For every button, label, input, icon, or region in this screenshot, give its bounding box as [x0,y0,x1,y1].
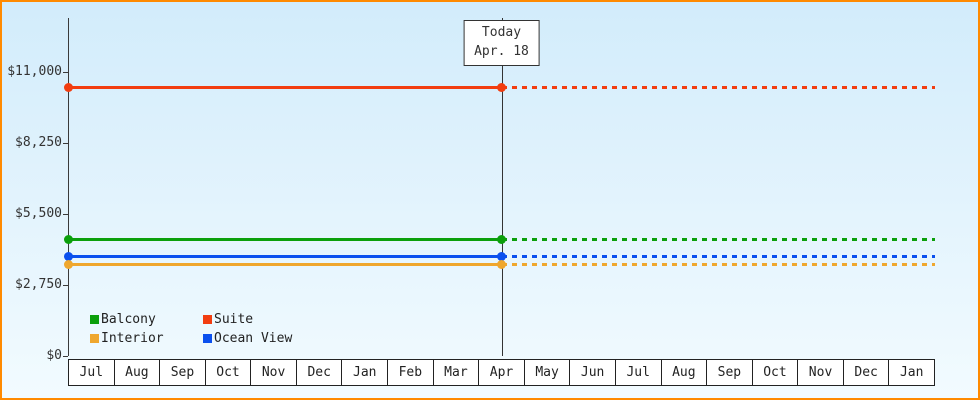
legend-item-balcony: Balcony [90,312,185,327]
y-axis-label: $5,500 [15,206,62,221]
x-axis-label: Aug [113,359,161,386]
x-axis-label: Aug [660,359,708,386]
y-axis-tick [63,356,68,357]
series-marker-today-suite [497,82,506,92]
series-marker-today-interior [497,259,506,269]
series-line-forecast-balcony [501,238,935,242]
y-axis-label: $8,250 [15,135,62,150]
legend-item-ocean-view: Ocean View [203,331,292,346]
legend-item-suite: Suite [203,312,292,327]
x-axis-label: Sep [706,359,753,386]
legend-label-interior: Interior [101,331,164,346]
series-marker-start-interior [63,259,73,269]
today-label: Today Apr. 18 [463,20,540,66]
legend-swatch-suite [203,315,212,324]
y-axis-label: $0 [46,348,62,363]
series-line-balcony [68,238,502,242]
x-axis-label: Jan [341,359,389,386]
x-axis-label: May [523,359,571,386]
legend-label-ocean-view: Ocean View [214,331,293,346]
x-axis-label: Apr [478,359,525,386]
legend-item-interior: Interior [90,331,185,346]
series-line-forecast-suite [501,85,935,89]
x-axis-label: Nov [250,359,297,386]
y-axis-line [68,18,69,356]
y-axis-tick [63,143,68,144]
x-axis: Jul Aug Sep Oct Nov Dec Jan Feb Mar Apr May Jun Jul A… [68,359,935,386]
legend-label-suite: Suite [214,312,254,327]
today-label-line2: Apr. 18 [474,43,529,59]
series-line-forecast-ocean-view [501,255,935,259]
series-marker-today-ocean-view [497,252,506,262]
x-axis-label: Jul [614,359,662,386]
series-marker-start-ocean-view [63,252,73,262]
x-axis-label: Jan [888,359,935,386]
legend-swatch-balcony [90,315,99,324]
series-marker-start-suite [63,82,73,92]
series-marker-start-balcony [63,235,73,245]
today-line [501,18,503,356]
y-axis-label: $2,750 [15,277,62,292]
y-axis-label: $11,000 [7,64,62,79]
x-axis-label: Oct [204,359,252,386]
x-axis-label: Dec [295,359,343,386]
legend-swatch-ocean-view [203,334,212,343]
legend-swatch-interior [90,334,99,343]
legend-label-balcony: Balcony [101,312,156,327]
y-axis-tick [63,72,68,73]
series-line-ocean-view [68,255,502,259]
x-axis-label: Jun [569,359,616,386]
x-axis-label: Dec [842,359,890,386]
series-marker-today-balcony [497,235,506,245]
series-line-forecast-interior [501,262,935,266]
x-axis-label: Sep [159,359,206,386]
x-axis-label: Nov [797,359,844,386]
legend: Balcony Suite Interior Ocean View [90,312,292,346]
series-line-interior [68,262,502,266]
x-axis-label: Mar [432,359,480,386]
today-label-line1: Today [481,25,522,40]
y-axis-tick [63,285,68,286]
y-axis-tick [63,214,68,215]
x-axis-label: Feb [387,359,434,386]
series-line-suite [68,85,502,89]
x-axis-label: Oct [751,359,799,386]
x-axis-label: Jul [68,359,115,386]
